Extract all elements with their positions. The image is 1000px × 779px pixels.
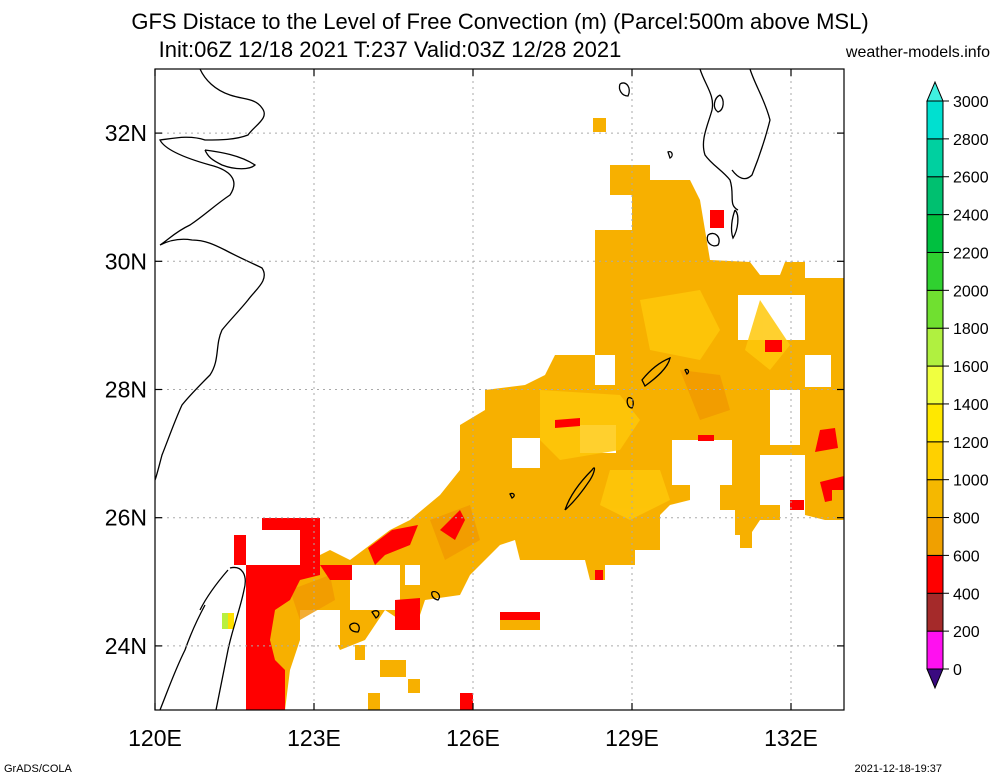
axes: 120E 123E 126E 129E 132E 24N 26N 28N 30N 32N	[105, 69, 844, 751]
field-yellow-pixel	[228, 613, 234, 629]
gridlines	[155, 69, 844, 710]
colorbar-swatch-10	[926, 251, 944, 291]
colorbar-max-arrow	[926, 80, 944, 102]
colorbar-swatch-5	[926, 441, 944, 481]
colorbar-swatch-13	[926, 138, 944, 178]
colorbar-label-1: 200	[953, 624, 980, 641]
coast-miyako	[431, 590, 441, 601]
coast-island-small4	[618, 82, 630, 97]
lat-label-4: 32N	[105, 120, 147, 146]
colorbar-swatch-9	[926, 289, 944, 329]
lon-label-4: 132E	[764, 725, 818, 751]
colorbar-swatch-7	[926, 365, 944, 405]
colorbar-swatch-11	[926, 214, 944, 253]
colorbar-label-12: 2400	[953, 208, 989, 225]
coast-kyushu	[699, 69, 771, 211]
lon-label-2: 126E	[446, 725, 500, 751]
field-scattered	[355, 118, 844, 710]
lat-label-0: 24N	[105, 633, 147, 659]
colorbar-label-3: 600	[953, 548, 980, 565]
coast-taiwan	[159, 566, 246, 710]
lon-label-3: 129E	[605, 725, 659, 751]
colorbar: 0 200 400 600 800 1000 1200 1400 1600 1800 2000 220…	[926, 80, 989, 690]
colorbar-label-0: 0	[953, 662, 962, 679]
coast-island-small5	[684, 368, 690, 375]
colorbar-label-15: 3000	[953, 94, 989, 111]
colorbar-swatch-14	[926, 100, 944, 140]
chart-title: GFS Distace to the Level of Free Convect…	[131, 9, 869, 34]
convection-field	[155, 69, 844, 710]
colorbar-swatch-6	[926, 403, 944, 443]
colorbar-swatch-1	[926, 592, 944, 632]
coast-island-small3	[667, 150, 673, 159]
site-label: weather-models.info	[845, 44, 990, 61]
lon-label-0: 120E	[128, 725, 182, 751]
colorbar-label-10: 2000	[953, 283, 989, 300]
coastlines	[155, 69, 771, 710]
colorbar-swatch-4	[926, 479, 944, 519]
colorbar-swatch-3	[926, 517, 944, 556]
lat-label-1: 26N	[105, 505, 147, 531]
coast-amami	[641, 356, 671, 387]
colorbar-label-2: 400	[953, 586, 980, 603]
colorbar-swatch-8	[926, 327, 944, 367]
colorbar-swatch-0	[926, 630, 944, 670]
colorbar-label-14: 2800	[953, 132, 989, 149]
coast-china	[155, 69, 265, 481]
coast-yangtze	[204, 149, 257, 170]
field-yellow	[540, 290, 790, 520]
lat-label-3: 30N	[105, 248, 147, 274]
coast-island-small1	[626, 396, 634, 409]
lon-label-1: 123E	[287, 725, 341, 751]
colorbar-label-5: 1000	[953, 473, 989, 490]
coast-tanegashima	[706, 209, 739, 247]
colorbar-swatch-2	[926, 554, 944, 594]
colorbar-label-7: 1400	[953, 397, 989, 414]
field-green-pixel	[222, 613, 228, 629]
colorbar-label-8: 1600	[953, 359, 989, 376]
coast-island-tsushima	[713, 94, 724, 113]
colorbar-label-4: 800	[953, 511, 980, 528]
coast-okinawa	[564, 467, 596, 511]
colorbar-label-11: 2200	[953, 245, 989, 262]
colorbar-swatch-12	[926, 176, 944, 216]
footer-credit: GrADS/COLA	[4, 763, 72, 775]
coast-ishigaki	[349, 610, 380, 633]
colorbar-label-9: 1800	[953, 321, 989, 338]
colorbar-min-arrow	[926, 668, 944, 690]
chart-subtitle: Init:06Z 12/18 2021 T:237 Valid:03Z 12/2…	[158, 37, 622, 62]
footer-timestamp: 2021-12-18-19:37	[854, 763, 942, 775]
lat-label-2: 28N	[105, 377, 147, 403]
colorbar-label-13: 2600	[953, 170, 989, 187]
colorbar-label-6: 1200	[953, 435, 989, 452]
coast-island-small2	[509, 492, 515, 499]
